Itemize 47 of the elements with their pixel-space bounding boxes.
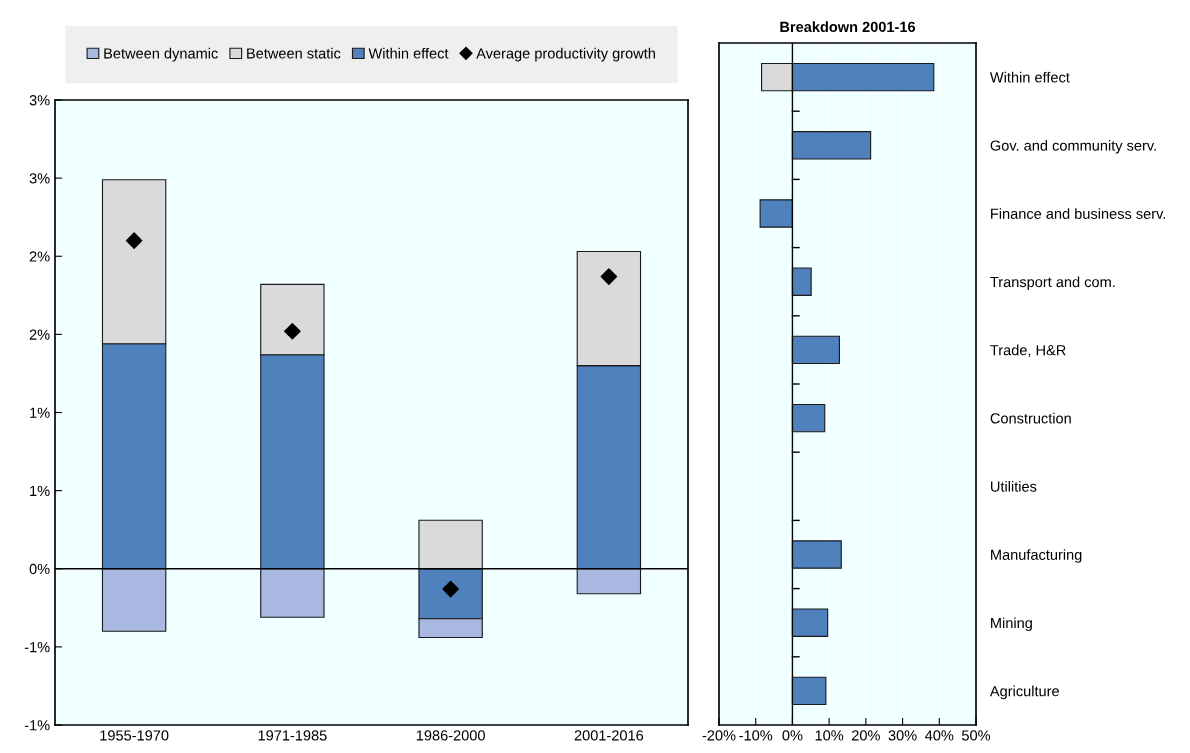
x-tick-label: 1955-1970 bbox=[100, 730, 169, 741]
y-tick-label: -1% bbox=[24, 720, 50, 731]
x-tick-label: 10% bbox=[815, 730, 844, 741]
x-tick-label: -20% bbox=[702, 730, 736, 741]
point bbox=[600, 268, 618, 285]
y-tick-label: Construction bbox=[990, 412, 1071, 424]
point bbox=[125, 232, 143, 249]
x-tick-label: -10% bbox=[739, 730, 773, 741]
y-tick-label: Within effect bbox=[989, 71, 1070, 83]
x-tick-label: 50% bbox=[961, 730, 991, 741]
y-tick-label: 2% bbox=[29, 329, 50, 340]
y-tick-label: Manufacturing bbox=[991, 549, 1082, 563]
bar bbox=[791, 267, 812, 296]
bar bbox=[791, 131, 872, 160]
y-tick-label: 0% bbox=[29, 563, 50, 575]
y-tick-label: 1% bbox=[30, 407, 50, 418]
legend-label: Average productivity growth bbox=[476, 47, 655, 62]
y-tick-label: 3% bbox=[29, 95, 50, 106]
y-tick-label: 2% bbox=[29, 251, 50, 262]
x-tick-label: 40% bbox=[925, 730, 954, 741]
y-tick-label: Gov. and community serv. bbox=[990, 140, 1156, 154]
bar bbox=[759, 199, 793, 228]
point bbox=[284, 322, 301, 340]
chart-title: Breakdown 2001-16 bbox=[780, 21, 916, 33]
bar bbox=[791, 676, 827, 706]
y-tick-label: Trade, H&R bbox=[990, 344, 1066, 358]
legend-label: Between static bbox=[247, 47, 341, 59]
y-tick-label: Utilities bbox=[991, 481, 1037, 492]
y-tick-label: Mining bbox=[991, 617, 1032, 632]
legend-label: Between dynamic bbox=[104, 47, 218, 62]
x-tick-label: 20% bbox=[852, 730, 880, 741]
y-tick-label: 3% bbox=[29, 173, 50, 184]
x-tick-label: 0% bbox=[782, 730, 803, 741]
bar bbox=[791, 403, 826, 433]
y-tick-label: Agriculture bbox=[989, 685, 1059, 700]
y-tick-label: 1% bbox=[30, 485, 50, 496]
x-tick-label: 1986-2000 bbox=[416, 730, 485, 741]
y-tick-label: Finance and business serv. bbox=[991, 208, 1166, 219]
x-tick-label: 1971-1985 bbox=[258, 730, 327, 741]
legend-label: Within effect bbox=[368, 47, 449, 59]
bar bbox=[791, 540, 842, 569]
bar bbox=[791, 335, 840, 365]
x-tick-label: 2001-2016 bbox=[574, 730, 644, 741]
y-tick-label: -1% bbox=[24, 642, 50, 653]
y-tick-label: Transport and com. bbox=[990, 276, 1115, 291]
bar bbox=[791, 608, 829, 637]
x-tick-label: 30% bbox=[888, 730, 917, 741]
